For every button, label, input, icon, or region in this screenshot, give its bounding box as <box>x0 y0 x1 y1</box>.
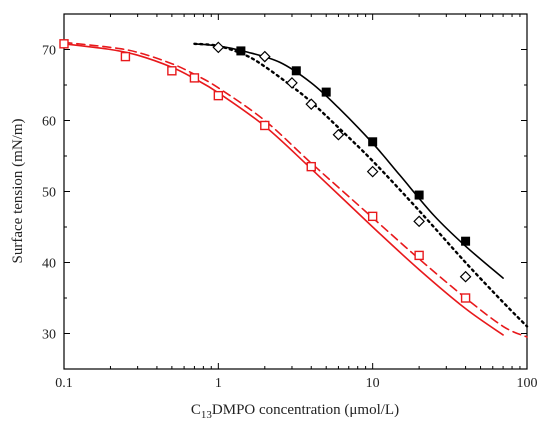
data-point-open-diamond <box>366 165 379 178</box>
y-tick-label: 30 <box>42 328 56 343</box>
data-point-filled-square <box>236 46 246 56</box>
data-point-open-diamond <box>332 128 345 141</box>
data-point-open-diamond <box>413 215 425 228</box>
data-point-open-square <box>213 90 224 101</box>
fit-curves <box>63 41 529 338</box>
data-markers <box>59 39 472 303</box>
x-axis-title: C13DMPO concentration (μmol/L) <box>191 402 399 421</box>
data-point-open-diamond <box>258 50 271 63</box>
data-point-open-diamond <box>286 77 298 89</box>
y-tick-label: 40 <box>42 257 56 272</box>
y-tick-label: 50 <box>42 186 56 201</box>
x-tick-label: 1 <box>215 376 222 391</box>
data-point-open-diamond <box>305 98 318 111</box>
axis-ticks: 30 40 50 60 70 0.1 1 10 100 <box>42 14 538 391</box>
y-tick-label: 60 <box>42 115 56 130</box>
data-point-filled-square <box>461 236 471 246</box>
data-point-filled-square <box>368 137 378 147</box>
y-axis-title: Surface tension (mN/m) <box>10 119 26 264</box>
data-point-open-square <box>59 39 69 49</box>
data-point-open-square <box>260 120 270 131</box>
x-tick-label: 10 <box>366 376 380 391</box>
fit-curve-solid-series-3 <box>63 43 504 336</box>
data-point-open-square <box>367 211 378 222</box>
data-point-open-diamond <box>459 270 472 283</box>
x-axis-title-prefix: C <box>191 402 201 418</box>
fit-curve-dashed-series-3 <box>63 41 528 338</box>
data-point-open-square <box>120 51 131 62</box>
data-point-filled-square <box>414 190 424 200</box>
x-tick-label: 0.1 <box>55 376 73 391</box>
data-point-filled-square <box>291 66 301 76</box>
data-point-filled-square <box>321 87 331 97</box>
x-tick-label: 100 <box>517 376 538 391</box>
data-point-open-square <box>414 250 424 261</box>
data-point-open-square <box>306 161 316 172</box>
data-point-open-square <box>460 293 471 303</box>
x-axis-title-suffix: DMPO concentration (μmol/L) <box>212 402 399 418</box>
data-point-open-diamond <box>212 41 225 54</box>
data-point-open-square <box>189 73 200 83</box>
x-axis-title-subscript: 13 <box>201 409 213 421</box>
fit-curve-series-1 <box>193 43 504 279</box>
y-tick-label: 70 <box>42 44 56 59</box>
fit-curve-series-2 <box>193 42 529 328</box>
data-point-open-square <box>167 66 177 76</box>
